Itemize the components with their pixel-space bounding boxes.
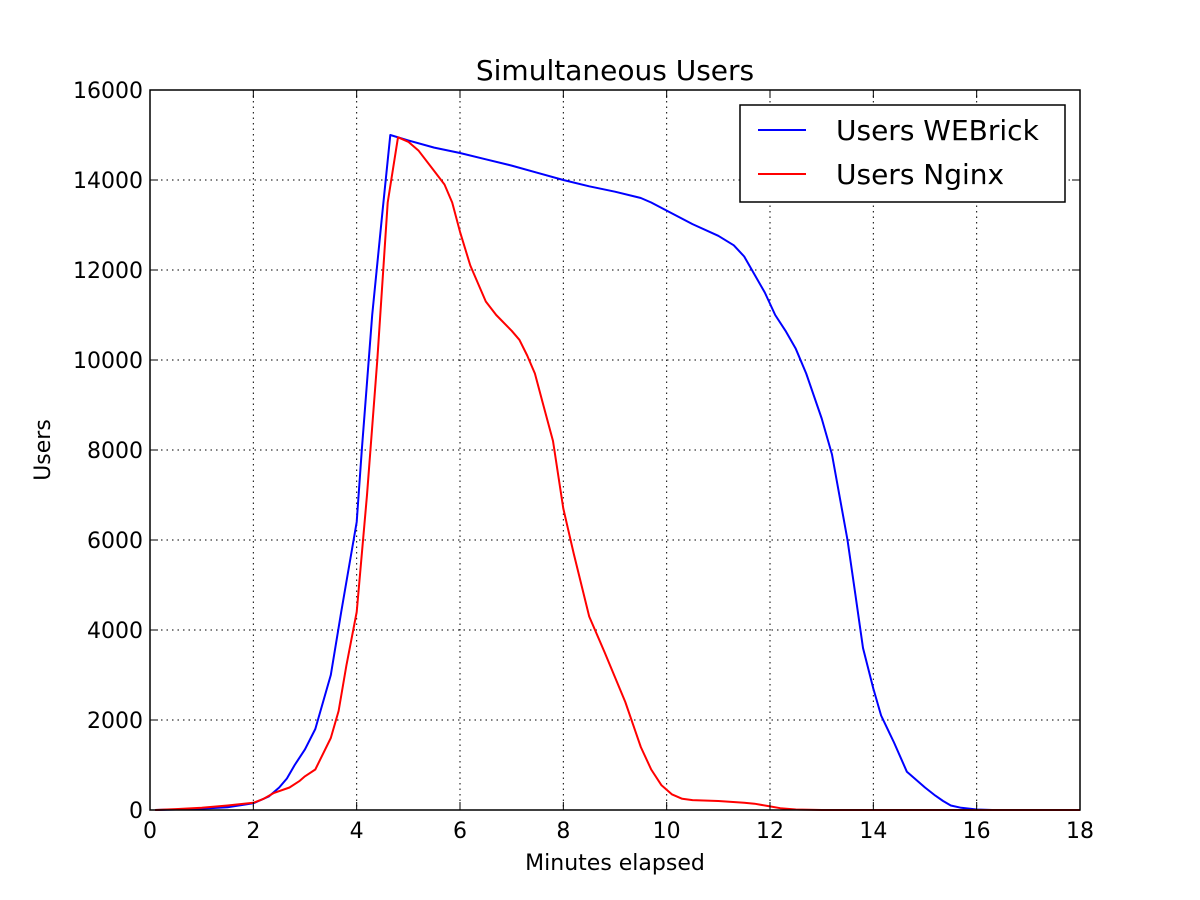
series-line-nginx xyxy=(155,136,1080,811)
y-tick-label: 12000 xyxy=(73,259,143,284)
x-tick-label: 16 xyxy=(963,819,991,844)
legend-label: Users WEBrick xyxy=(836,114,1040,147)
x-tick-label: 0 xyxy=(143,819,157,844)
legend: Users WEBrick Users Nginx xyxy=(739,104,1066,203)
legend-label: Users Nginx xyxy=(836,158,1004,191)
x-tick-label: 6 xyxy=(453,819,467,844)
x-tick-label: 10 xyxy=(653,819,681,844)
x-tick-label: 2 xyxy=(246,819,260,844)
x-tick-label: 18 xyxy=(1066,819,1094,844)
y-tick-label: 8000 xyxy=(87,439,143,464)
x-tick-label: 8 xyxy=(556,819,570,844)
legend-box xyxy=(739,104,1066,203)
ticks: 0 2 4 6 8 10 12 14 16 18 0 2000 4000 6000 8000 10000 120… xyxy=(73,79,1094,844)
y-tick-label: 14000 xyxy=(73,169,143,194)
y-tick-label: 16000 xyxy=(73,79,143,104)
series-lines xyxy=(155,134,1080,811)
x-axis-label: Minutes elapsed xyxy=(525,851,705,876)
y-tick-label: 2000 xyxy=(87,709,143,734)
chart-title: Simultaneous Users xyxy=(476,54,754,87)
y-tick-label: 10000 xyxy=(73,349,143,374)
y-tick-label: 4000 xyxy=(87,619,143,644)
x-tick-label: 12 xyxy=(756,819,784,844)
x-tick-label: 14 xyxy=(859,819,887,844)
x-tick-label: 4 xyxy=(350,819,364,844)
series-line-webrick xyxy=(155,134,1080,811)
y-tick-label: 6000 xyxy=(87,529,143,554)
y-axis-label: Users xyxy=(31,419,56,481)
y-tick-label: 0 xyxy=(129,799,143,824)
